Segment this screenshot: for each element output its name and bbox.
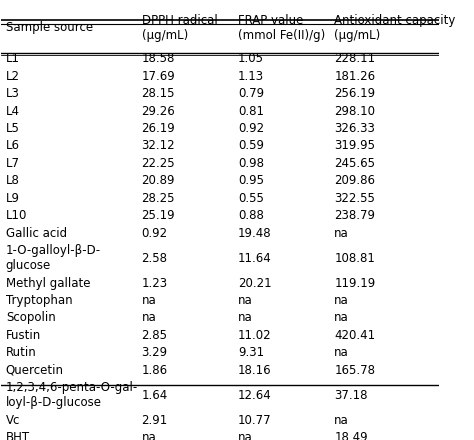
Text: 28.25: 28.25 <box>142 192 175 205</box>
Text: 25.19: 25.19 <box>142 209 175 222</box>
Text: na: na <box>238 294 253 307</box>
Text: 1.13: 1.13 <box>238 70 264 83</box>
Text: 1.23: 1.23 <box>142 276 168 290</box>
Text: L10: L10 <box>6 209 27 222</box>
Text: 322.55: 322.55 <box>334 192 375 205</box>
Text: FRAP value
(mmol Fe(II)/g): FRAP value (mmol Fe(II)/g) <box>238 14 325 42</box>
Text: 420.41: 420.41 <box>334 329 375 342</box>
Text: na: na <box>238 312 253 324</box>
Text: Quercetin: Quercetin <box>6 363 64 377</box>
Text: na: na <box>334 227 349 239</box>
Text: 119.19: 119.19 <box>334 276 375 290</box>
Text: 37.18: 37.18 <box>334 389 368 402</box>
Text: 108.81: 108.81 <box>334 252 375 264</box>
Text: BHT: BHT <box>6 431 30 440</box>
Text: 0.92: 0.92 <box>142 227 168 239</box>
Text: na: na <box>142 294 156 307</box>
Text: 181.26: 181.26 <box>334 70 375 83</box>
Text: DPPH radical
(μg/mL): DPPH radical (μg/mL) <box>142 14 217 42</box>
Text: 0.59: 0.59 <box>238 139 264 152</box>
Text: na: na <box>334 312 349 324</box>
Text: 0.81: 0.81 <box>238 105 264 117</box>
Text: 0.55: 0.55 <box>238 192 264 205</box>
Text: 1.86: 1.86 <box>142 363 168 377</box>
Text: 298.10: 298.10 <box>334 105 375 117</box>
Text: 0.88: 0.88 <box>238 209 264 222</box>
Text: Antioxidant capacity
(μg/mL): Antioxidant capacity (μg/mL) <box>334 14 456 42</box>
Text: 0.92: 0.92 <box>238 122 264 135</box>
Text: 18.16: 18.16 <box>238 363 272 377</box>
Text: na: na <box>142 312 156 324</box>
Text: na: na <box>142 431 156 440</box>
Text: na: na <box>334 294 349 307</box>
Text: 209.86: 209.86 <box>334 174 375 187</box>
Text: 29.26: 29.26 <box>142 105 175 117</box>
Text: Vc: Vc <box>6 414 20 427</box>
Text: 1.64: 1.64 <box>142 389 168 402</box>
Text: 11.64: 11.64 <box>238 252 272 264</box>
Text: 0.95: 0.95 <box>238 174 264 187</box>
Text: L9: L9 <box>6 192 20 205</box>
Text: 2.85: 2.85 <box>142 329 167 342</box>
Text: 0.79: 0.79 <box>238 87 264 100</box>
Text: L4: L4 <box>6 105 20 117</box>
Text: Tryptophan: Tryptophan <box>6 294 73 307</box>
Text: na: na <box>334 414 349 427</box>
Text: 10.77: 10.77 <box>238 414 272 427</box>
Text: 3.29: 3.29 <box>142 346 168 359</box>
Text: Rutin: Rutin <box>6 346 36 359</box>
Text: Fustin: Fustin <box>6 329 41 342</box>
Text: 20.21: 20.21 <box>238 276 272 290</box>
Text: L5: L5 <box>6 122 19 135</box>
Text: 18.58: 18.58 <box>142 52 175 65</box>
Text: 11.02: 11.02 <box>238 329 272 342</box>
Text: 22.25: 22.25 <box>142 157 175 170</box>
Text: 256.19: 256.19 <box>334 87 375 100</box>
Text: 1.05: 1.05 <box>238 52 264 65</box>
Text: L1: L1 <box>6 52 20 65</box>
Text: 0.98: 0.98 <box>238 157 264 170</box>
Text: 2.58: 2.58 <box>142 252 167 264</box>
Text: L6: L6 <box>6 139 20 152</box>
Text: 26.19: 26.19 <box>142 122 175 135</box>
Text: 12.64: 12.64 <box>238 389 272 402</box>
Text: 245.65: 245.65 <box>334 157 375 170</box>
Text: 238.79: 238.79 <box>334 209 375 222</box>
Text: 228.11: 228.11 <box>334 52 375 65</box>
Text: 32.12: 32.12 <box>142 139 175 152</box>
Text: Gallic acid: Gallic acid <box>6 227 67 239</box>
Text: 19.48: 19.48 <box>238 227 272 239</box>
Text: 165.78: 165.78 <box>334 363 375 377</box>
Text: 1-O-galloyl-β-D-
glucose: 1-O-galloyl-β-D- glucose <box>6 244 101 272</box>
Text: na: na <box>334 346 349 359</box>
Text: 2.91: 2.91 <box>142 414 168 427</box>
Text: 9.31: 9.31 <box>238 346 264 359</box>
Text: Scopolin: Scopolin <box>6 312 55 324</box>
Text: 18.49: 18.49 <box>334 431 368 440</box>
Text: Methyl gallate: Methyl gallate <box>6 276 90 290</box>
Text: L2: L2 <box>6 70 20 83</box>
Text: 326.33: 326.33 <box>334 122 375 135</box>
Text: L3: L3 <box>6 87 19 100</box>
Text: 28.15: 28.15 <box>142 87 175 100</box>
Text: 319.95: 319.95 <box>334 139 375 152</box>
Text: L7: L7 <box>6 157 20 170</box>
Text: L8: L8 <box>6 174 19 187</box>
Text: 17.69: 17.69 <box>142 70 175 83</box>
Text: 20.89: 20.89 <box>142 174 175 187</box>
Text: 1,2,3,4,6-penta-O-gal-
loyl-β-D-glucose: 1,2,3,4,6-penta-O-gal- loyl-β-D-glucose <box>6 381 138 409</box>
Text: Sample source: Sample source <box>6 21 93 34</box>
Text: na: na <box>238 431 253 440</box>
